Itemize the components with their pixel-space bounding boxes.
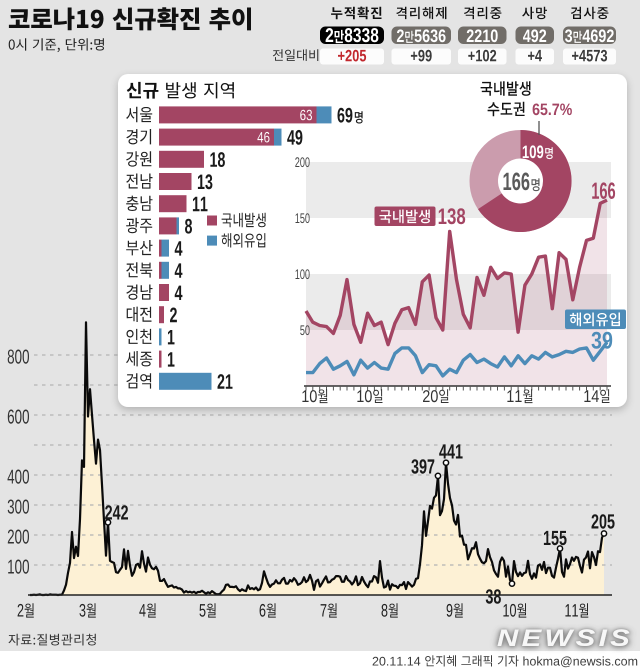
svg-text:NEWSIS: NEWSIS — [497, 625, 633, 652]
